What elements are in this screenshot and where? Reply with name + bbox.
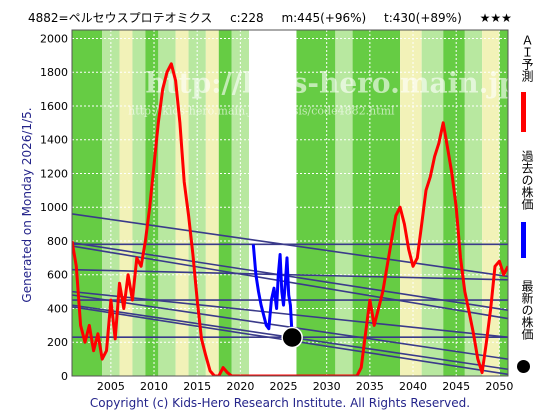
x-tick-label: 2035 bbox=[356, 380, 384, 392]
legend-ai-forecast: ＡＩ予測 bbox=[517, 34, 547, 134]
legend-latest-price-marker bbox=[517, 360, 530, 373]
y-tick-label: 1200 bbox=[40, 167, 68, 180]
watermark-url-small: http://kids-hero.main.jp/analysis/code48… bbox=[128, 104, 395, 117]
ticker-name: 4882=ペルセウスプロテオミクス bbox=[28, 11, 213, 25]
legend-past-price-label: 過去の株価 bbox=[520, 150, 534, 210]
band-9 bbox=[218, 30, 232, 376]
y-tick-label: 0 bbox=[61, 370, 68, 383]
band-5 bbox=[158, 30, 176, 376]
x-tick-label: 2040 bbox=[399, 380, 427, 392]
legend-latest-price-label: 最新の株価 bbox=[520, 280, 534, 340]
legend-past-price: 過去の株価 bbox=[517, 150, 547, 260]
band-20 bbox=[499, 30, 508, 376]
y-tick-label: 1600 bbox=[40, 100, 68, 113]
band-13 bbox=[335, 30, 353, 376]
y-tick-label: 600 bbox=[47, 269, 68, 282]
chart-header: 4882=ペルセウスプロテオミクス c:228 m:445(+96%) t:43… bbox=[28, 9, 518, 25]
band-17 bbox=[443, 30, 465, 376]
copyright-footer: Copyright (c) Kids-Hero Research Institu… bbox=[89, 396, 471, 410]
legend-past-price-swatch bbox=[521, 222, 526, 258]
y-tick-label: 1800 bbox=[40, 66, 68, 79]
x-tick-label: 2015 bbox=[183, 380, 211, 392]
plot-frame bbox=[71, 29, 509, 377]
band-16 bbox=[421, 30, 444, 376]
band-4 bbox=[145, 30, 159, 376]
y-tick-label: 1400 bbox=[40, 134, 68, 147]
y-tick-label: 400 bbox=[47, 302, 68, 315]
x-tick-label: 2045 bbox=[442, 380, 470, 392]
current-price: c:228 bbox=[230, 11, 264, 25]
legend-latest-price: 最新の株価 bbox=[517, 280, 547, 390]
band-2 bbox=[119, 30, 133, 376]
series-ai-forecast bbox=[72, 62, 508, 376]
band-15 bbox=[400, 30, 422, 376]
y-tick-label: 1000 bbox=[40, 201, 68, 214]
series-past-price bbox=[251, 244, 294, 338]
y-tick-label: 800 bbox=[47, 235, 68, 248]
generated-date-label: Generated on Monday 2026/1/5. bbox=[20, 107, 34, 303]
max-forecast: m:445(+96%) bbox=[281, 11, 367, 25]
x-tick-label: 2010 bbox=[140, 380, 168, 392]
band-11 bbox=[248, 30, 297, 376]
band-19 bbox=[482, 30, 500, 376]
x-tick-label: 2005 bbox=[97, 380, 125, 392]
x-tick-label: 2020 bbox=[226, 380, 254, 392]
legend-ai-forecast-swatch bbox=[521, 92, 526, 132]
y-tick-label: 2000 bbox=[40, 32, 68, 45]
band-8 bbox=[205, 30, 219, 376]
band-18 bbox=[464, 30, 483, 376]
target-price: t:430(+89%) bbox=[384, 11, 462, 25]
legend-ai-forecast-label: ＡＩ予測 bbox=[520, 34, 534, 82]
y-tick-label: 200 bbox=[47, 336, 68, 349]
watermark-url: http://kids-hero.main.jp/ bbox=[145, 66, 516, 99]
band-0 bbox=[72, 30, 103, 376]
trend-line-4 bbox=[72, 245, 508, 320]
rating-stars: ★★★ bbox=[479, 11, 512, 25]
trend-line-6 bbox=[72, 268, 508, 281]
x-tick-label: 2025 bbox=[270, 380, 298, 392]
band-3 bbox=[132, 30, 146, 376]
stock-chart: http://kids-hero.main.jp/http://kids-her… bbox=[40, 29, 516, 392]
trend-line-7 bbox=[72, 213, 508, 278]
x-tick-label: 2030 bbox=[313, 380, 341, 392]
x-tick-label: 2050 bbox=[485, 380, 513, 392]
latest-price-marker bbox=[281, 326, 303, 349]
